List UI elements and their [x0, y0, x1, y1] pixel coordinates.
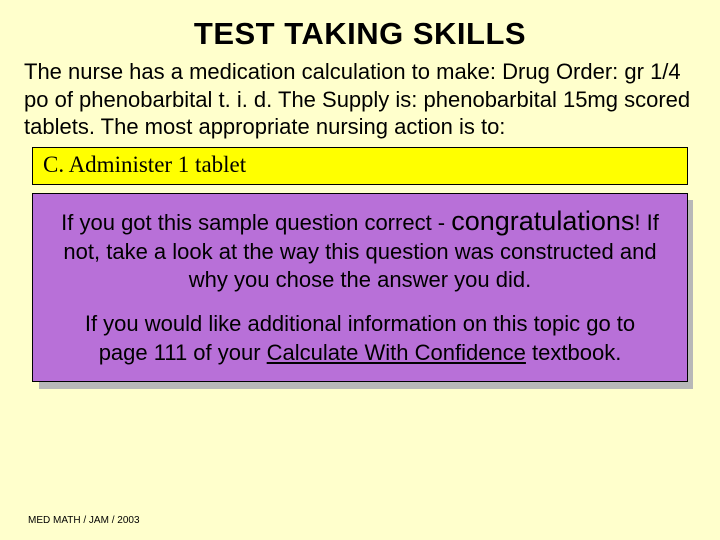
answer-label: C. Administer 1 tablet — [43, 152, 246, 177]
feedback-line1-prefix: If you got this sample question correct … — [61, 210, 445, 235]
question-text: The nurse has a medication calculation t… — [24, 58, 696, 141]
feedback-para2-suffix: textbook. — [526, 340, 621, 365]
feedback-container: If you got this sample question correct … — [32, 193, 688, 382]
feedback-congrats: congratulations — [451, 206, 634, 236]
feedback-box: If you got this sample question correct … — [32, 193, 688, 382]
slide-title: TEST TAKING SKILLS — [24, 16, 696, 52]
answer-box: C. Administer 1 tablet — [32, 147, 688, 185]
feedback-paragraph-1: If you got this sample question correct … — [61, 204, 659, 295]
feedback-paragraph-2: If you would like additional information… — [61, 310, 659, 366]
book-title: Calculate With Confidence — [267, 340, 526, 365]
slide-footer: MED MATH / JAM / 2003 — [28, 515, 140, 526]
